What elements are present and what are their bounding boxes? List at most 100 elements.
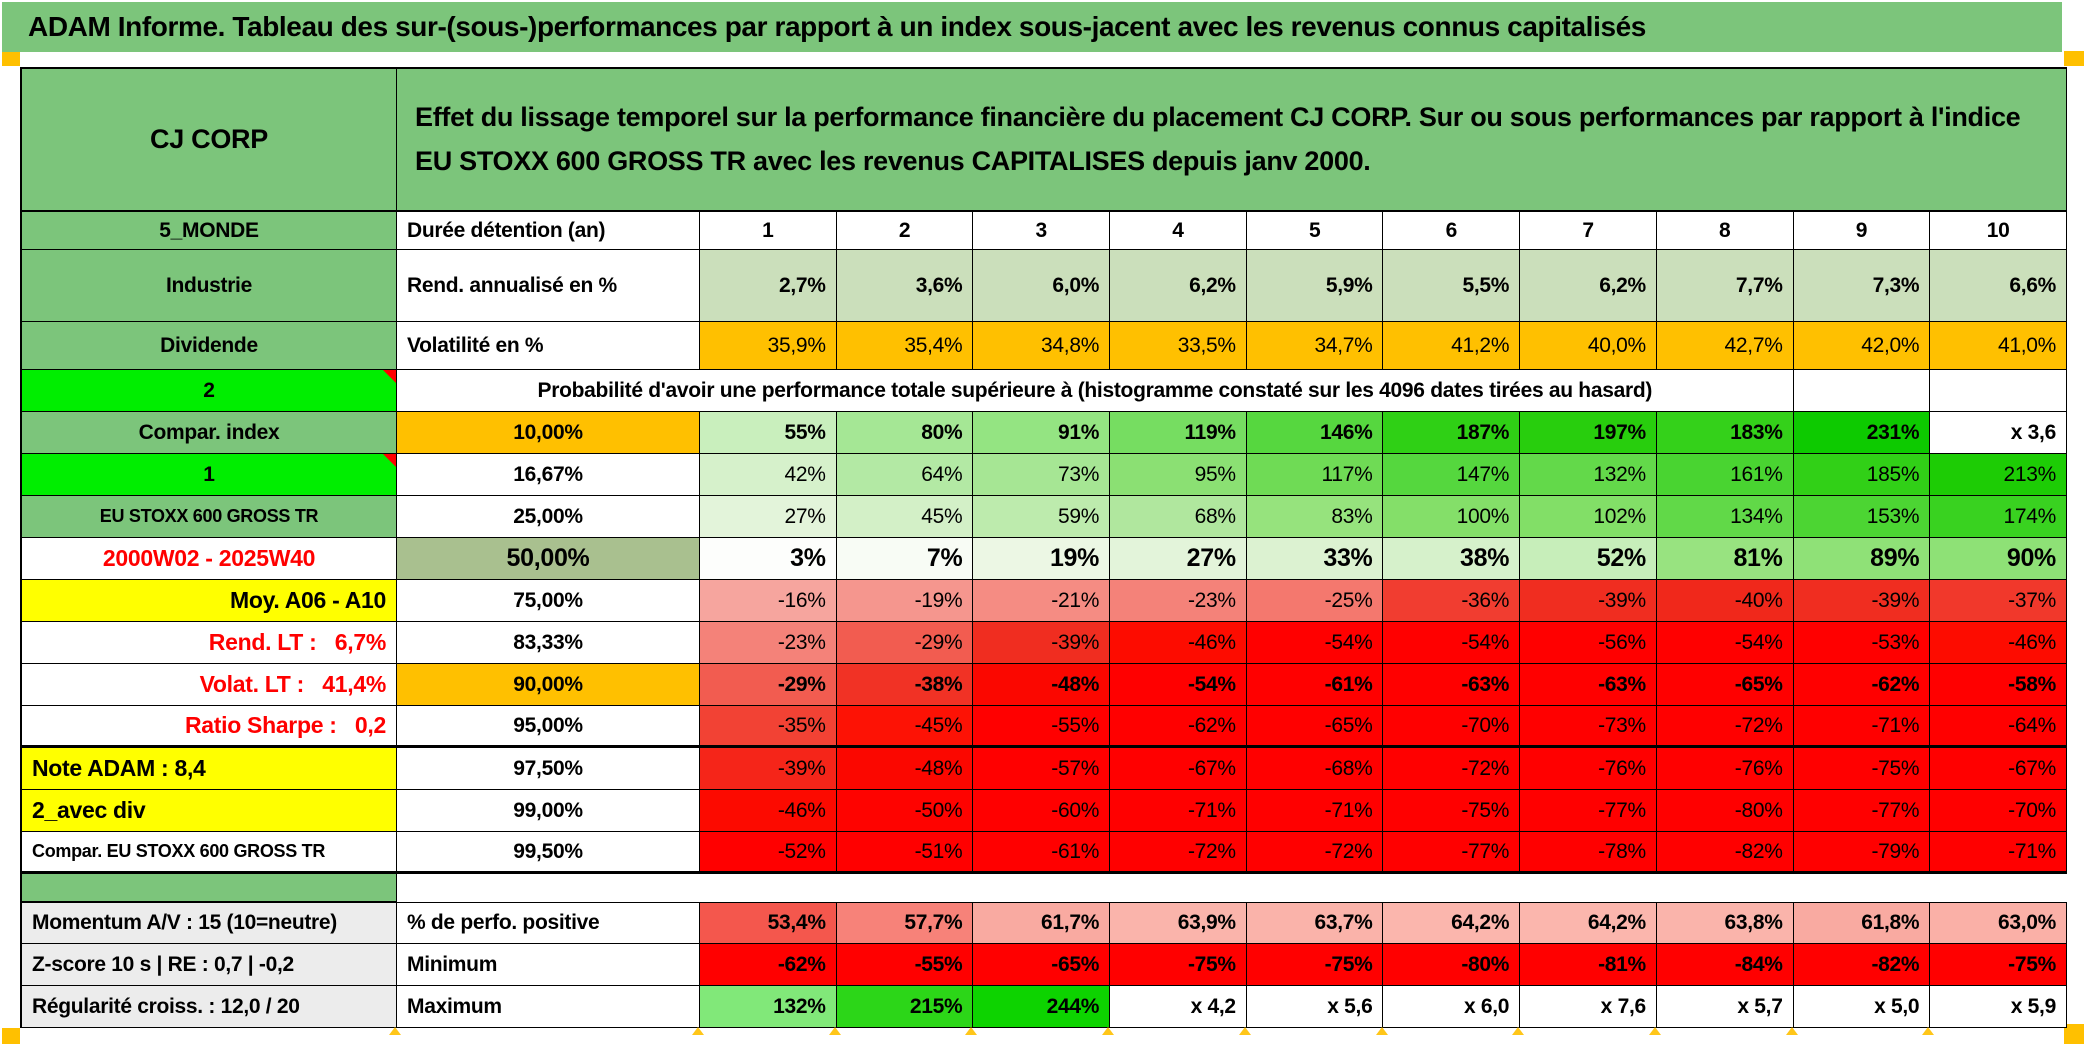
row-label-volatility[interactable]: Volatilité en %	[397, 322, 700, 370]
data-cell[interactable]: 95%	[1110, 454, 1247, 496]
data-cell[interactable]: -35%	[700, 706, 837, 748]
data-cell[interactable]: 80%	[836, 412, 974, 454]
data-cell[interactable]: -53%	[1793, 622, 1931, 664]
data-cell[interactable]: -70%	[1930, 790, 2067, 832]
data-cell[interactable]: -79%	[1793, 832, 1931, 874]
row-label-universe[interactable]: 5_MONDE	[22, 212, 397, 250]
data-cell[interactable]: 244%	[973, 986, 1111, 1028]
data-cell[interactable]: -71%	[1246, 790, 1384, 832]
data-cell[interactable]: -71%	[1110, 790, 1247, 832]
data-cell[interactable]: -39%	[1520, 580, 1657, 622]
data-cell[interactable]: 35,4%	[836, 322, 974, 370]
row-label-avec-div[interactable]: 2_avec div	[22, 790, 397, 832]
data-cell[interactable]: -19%	[836, 580, 974, 622]
data-cell[interactable]: -68%	[1246, 748, 1384, 790]
data-cell[interactable]: -60%	[973, 790, 1111, 832]
data-cell[interactable]: 7,3%	[1793, 250, 1931, 322]
data-cell[interactable]: 64,2%	[1383, 902, 1521, 944]
row-label-compar-index[interactable]: Compar. index	[22, 412, 397, 454]
data-cell[interactable]: -54%	[1383, 622, 1521, 664]
percentile-50[interactable]: 50,00%	[397, 538, 700, 580]
data-cell[interactable]: 38%	[1383, 538, 1521, 580]
data-cell[interactable]: 35,9%	[700, 322, 837, 370]
data-cell[interactable]: -72%	[1383, 748, 1521, 790]
data-cell[interactable]: 147%	[1383, 454, 1521, 496]
data-cell[interactable]: -46%	[1110, 622, 1247, 664]
data-cell[interactable]	[1793, 370, 1931, 412]
data-cell[interactable]: -23%	[700, 622, 837, 664]
row-label-scenario-2[interactable]: 2	[22, 370, 397, 412]
row-label-momentum[interactable]: Momentum A/V : 15 (10=neutre)	[22, 902, 397, 944]
percentile-25[interactable]: 25,00%	[397, 496, 700, 538]
data-cell[interactable]: -25%	[1246, 580, 1384, 622]
data-cell[interactable]: -75%	[1246, 944, 1384, 986]
row-label-maximum[interactable]: Maximum	[397, 986, 700, 1028]
row-label-return[interactable]: Rend. annualisé en %	[397, 250, 700, 322]
data-cell[interactable]: -65%	[973, 944, 1111, 986]
data-cell[interactable]: -77%	[1520, 790, 1657, 832]
data-cell[interactable]: 6	[1383, 212, 1521, 250]
data-cell[interactable]: 68%	[1110, 496, 1247, 538]
portfolio-name[interactable]: CJ CORP	[22, 69, 397, 212]
data-cell[interactable]: 3	[973, 212, 1111, 250]
data-cell[interactable]: -56%	[1520, 622, 1657, 664]
data-cell[interactable]: -46%	[700, 790, 837, 832]
data-cell[interactable]: -75%	[1793, 748, 1931, 790]
data-cell[interactable]: -75%	[1383, 790, 1521, 832]
separator-cell[interactable]	[22, 874, 397, 902]
data-cell[interactable]: -48%	[836, 748, 974, 790]
data-cell[interactable]: x 5,9	[1930, 986, 2067, 1028]
data-cell[interactable]: 91%	[973, 412, 1111, 454]
data-cell[interactable]: 63,0%	[1930, 902, 2067, 944]
data-cell[interactable]: -81%	[1520, 944, 1657, 986]
data-cell[interactable]: 33%	[1246, 538, 1384, 580]
data-cell[interactable]: 9	[1793, 212, 1931, 250]
data-cell[interactable]: -84%	[1656, 944, 1794, 986]
data-cell[interactable]: -62%	[700, 944, 837, 986]
data-cell[interactable]: -51%	[836, 832, 974, 874]
data-cell[interactable]: -65%	[1656, 664, 1794, 706]
row-label-benchmark[interactable]: EU STOXX 600 GROSS TR	[22, 496, 397, 538]
row-label-minimum[interactable]: Minimum	[397, 944, 700, 986]
data-cell[interactable]: -63%	[1520, 664, 1657, 706]
row-label-duration[interactable]: Durée détention (an)	[397, 212, 700, 250]
data-cell[interactable]: -55%	[836, 944, 974, 986]
data-cell[interactable]: 4	[1110, 212, 1247, 250]
data-cell[interactable]: 89%	[1793, 538, 1931, 580]
data-cell[interactable]: -54%	[1246, 622, 1384, 664]
data-cell[interactable]: -71%	[1930, 832, 2067, 874]
data-cell[interactable]: 146%	[1246, 412, 1384, 454]
data-cell[interactable]: 55%	[700, 412, 837, 454]
data-cell[interactable]: 42,0%	[1793, 322, 1931, 370]
percentile-16[interactable]: 16,67%	[397, 454, 700, 496]
table-description[interactable]: Effet du lissage temporel sur la perform…	[397, 69, 2067, 212]
data-cell[interactable]: 2	[836, 212, 974, 250]
data-cell[interactable]: 73%	[973, 454, 1111, 496]
data-cell[interactable]: 27%	[1110, 538, 1247, 580]
data-cell[interactable]: -38%	[836, 664, 974, 706]
data-cell[interactable]: 5	[1246, 212, 1384, 250]
data-cell[interactable]: 117%	[1246, 454, 1384, 496]
data-cell[interactable]	[1930, 370, 2067, 412]
data-cell[interactable]: -71%	[1793, 706, 1931, 748]
percentile-995[interactable]: 99,50%	[397, 832, 700, 874]
data-cell[interactable]: 197%	[1520, 412, 1657, 454]
data-cell[interactable]: -16%	[700, 580, 837, 622]
data-cell[interactable]: x 5,0	[1793, 986, 1931, 1028]
row-label-scenario-1[interactable]: 1	[22, 454, 397, 496]
probability-note[interactable]: Probabilité d'avoir une performance tota…	[397, 370, 1794, 412]
data-cell[interactable]: x 7,6	[1520, 986, 1657, 1028]
data-cell[interactable]: 2,7%	[700, 250, 837, 322]
data-cell[interactable]: -58%	[1930, 664, 2067, 706]
data-cell[interactable]: 6,6%	[1930, 250, 2067, 322]
data-cell[interactable]: -23%	[1110, 580, 1247, 622]
data-cell[interactable]: -46%	[1930, 622, 2067, 664]
data-cell[interactable]: -72%	[1110, 832, 1247, 874]
data-cell[interactable]: -39%	[1793, 580, 1931, 622]
data-cell[interactable]: 7	[1520, 212, 1657, 250]
data-cell[interactable]: -75%	[1110, 944, 1247, 986]
data-cell[interactable]: -62%	[1793, 664, 1931, 706]
data-cell[interactable]: -52%	[700, 832, 837, 874]
data-cell[interactable]: x 5,7	[1656, 986, 1794, 1028]
data-cell[interactable]: 33,5%	[1110, 322, 1247, 370]
